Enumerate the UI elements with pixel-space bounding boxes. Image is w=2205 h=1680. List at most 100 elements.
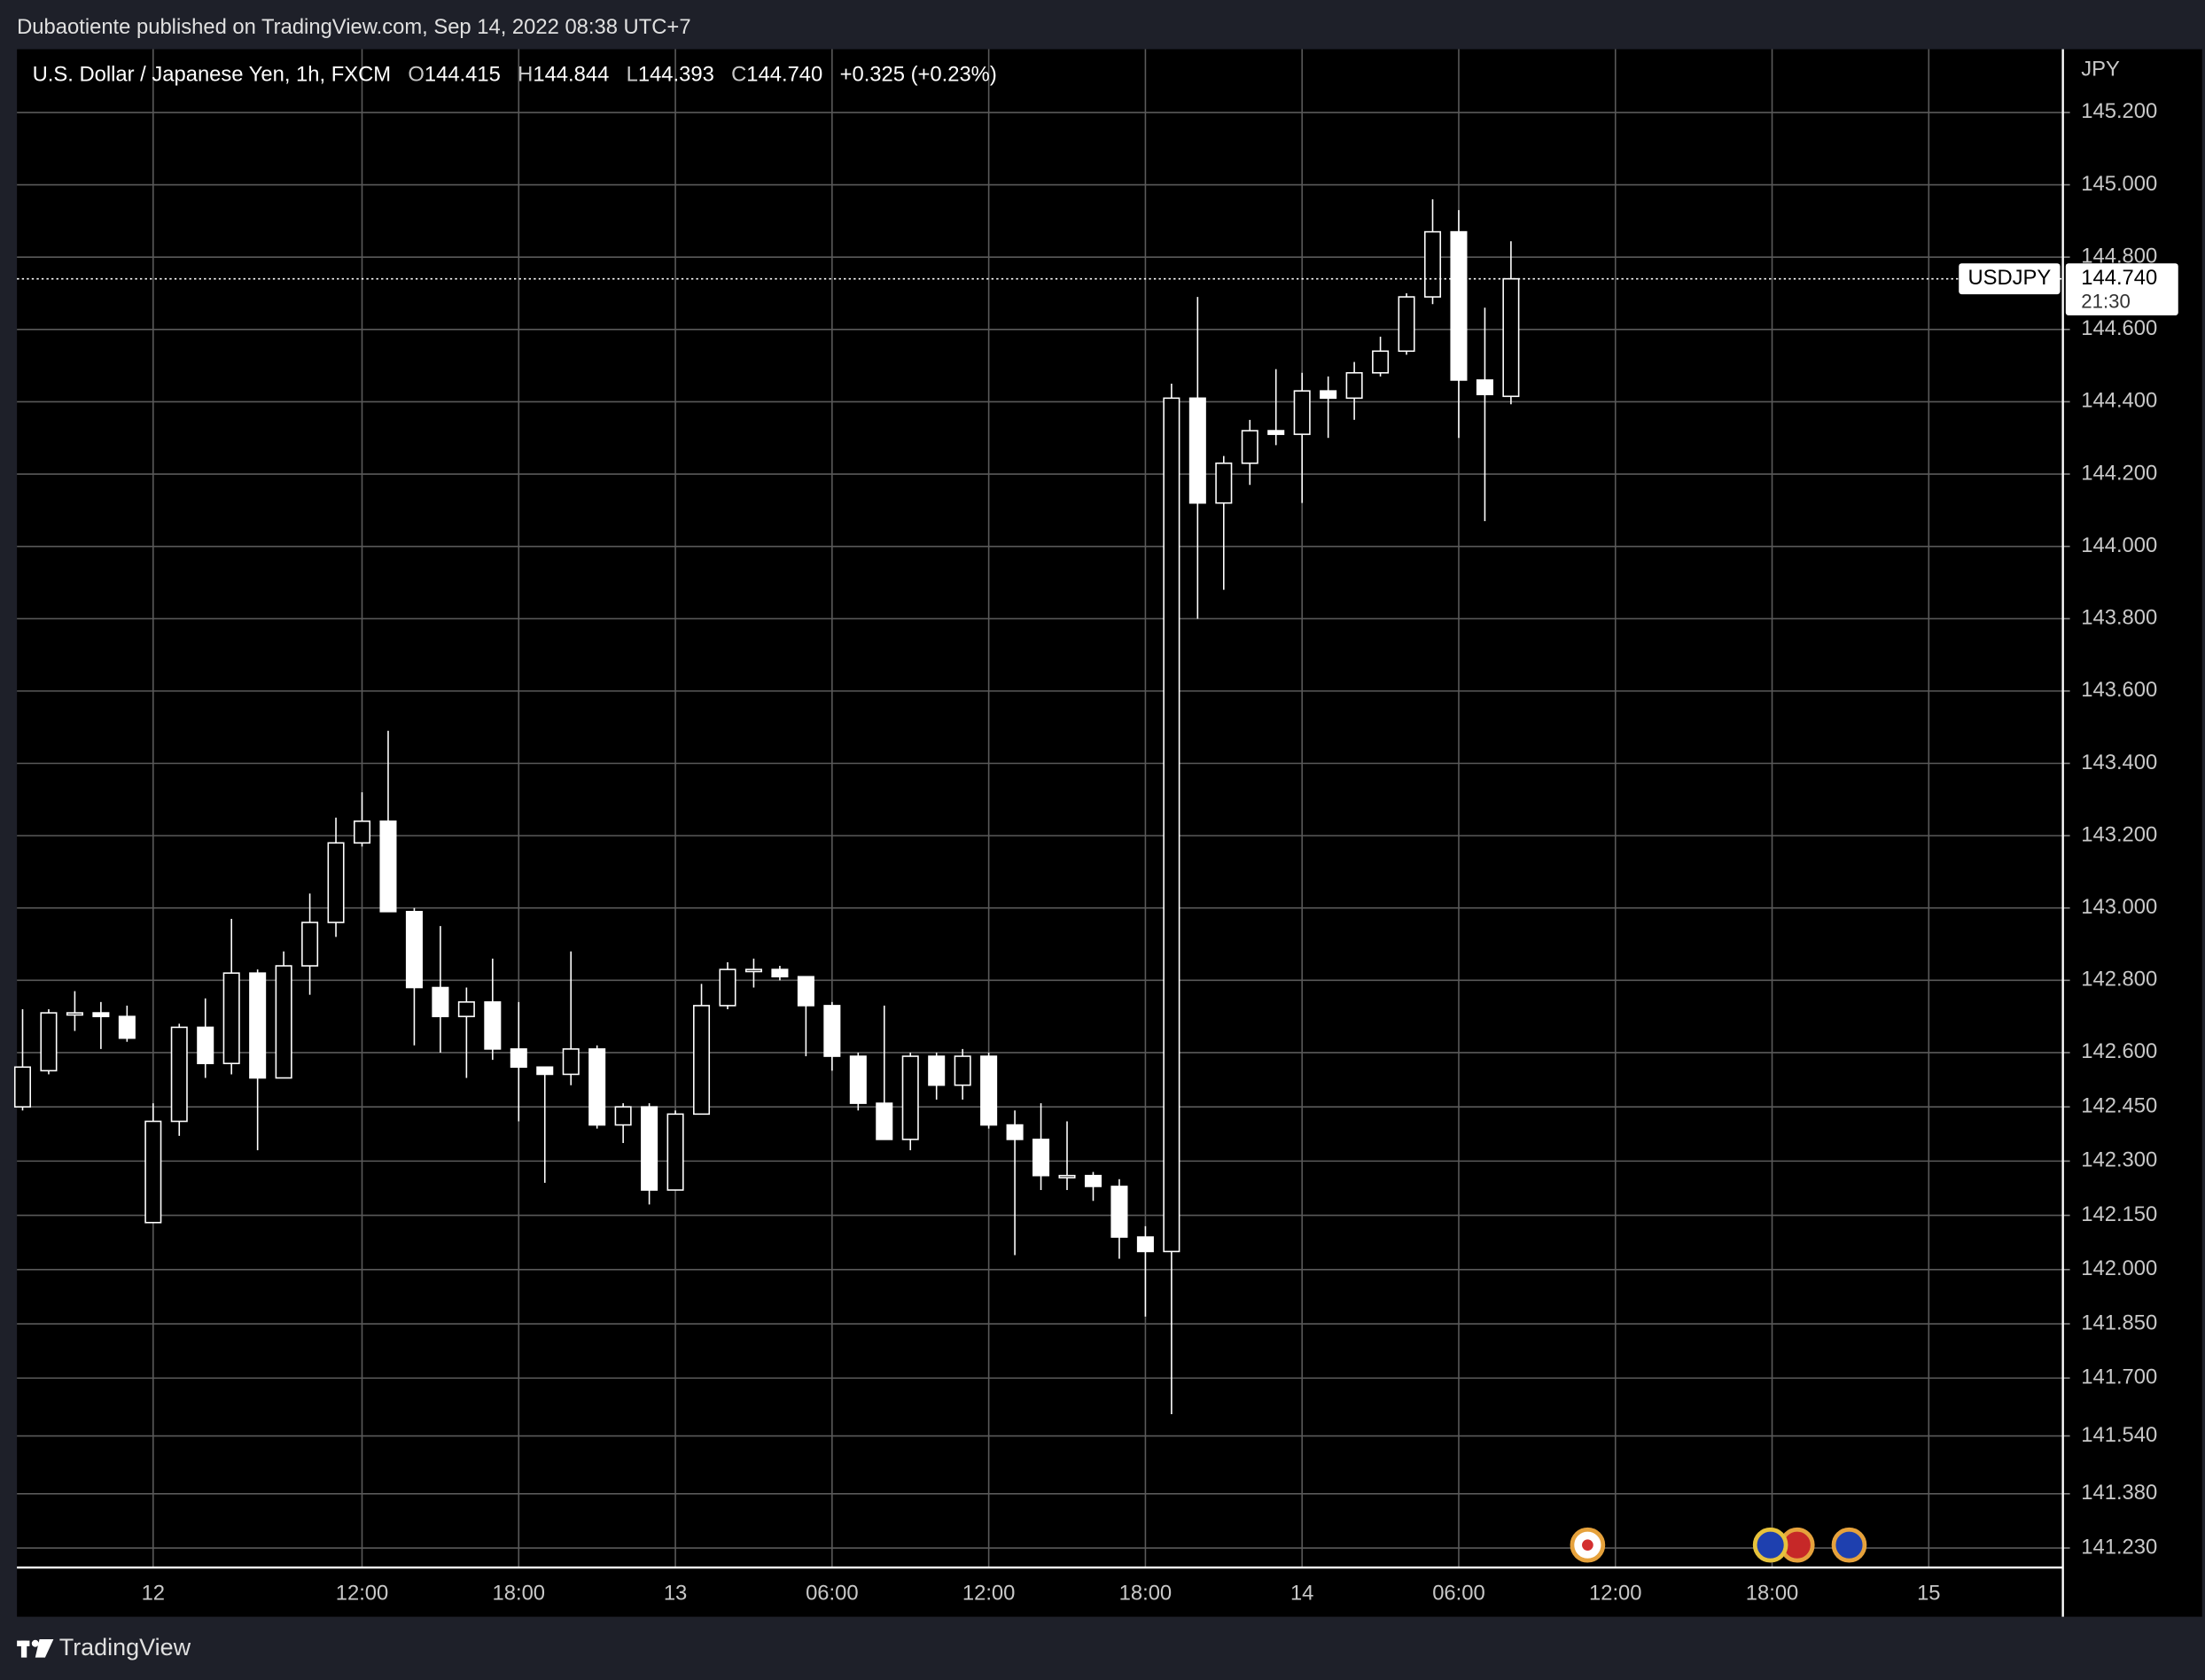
candle-body <box>1372 350 1390 374</box>
candle-body <box>1345 371 1363 400</box>
candle-body <box>536 1066 554 1076</box>
y-tick-label: 144.200 <box>2081 461 2157 485</box>
candle-body <box>275 965 292 1079</box>
y-tick-label: 141.380 <box>2081 1481 2157 1505</box>
candle-body <box>1320 390 1337 400</box>
x-tick-label: 13 <box>664 1581 687 1605</box>
logo-part <box>35 1638 54 1658</box>
candle-body <box>1398 296 1415 353</box>
candle-body <box>693 1005 711 1116</box>
y-tick-label: 144.800 <box>2081 244 2157 268</box>
y-axis-unit: JPY <box>2081 58 2120 82</box>
y-tick-label: 144.000 <box>2081 533 2157 557</box>
event-icons <box>1570 1527 1867 1563</box>
y-tick-label: 143.400 <box>2081 751 2157 774</box>
event-icon[interactable] <box>1831 1527 1867 1563</box>
x-tick-label: 12:00 <box>1589 1581 1642 1605</box>
candle-body <box>614 1106 632 1126</box>
legend-value: 144.740 <box>746 63 822 87</box>
candle-body <box>980 1055 998 1126</box>
y-tick-label: 145.000 <box>2081 172 2157 196</box>
y-tick-label: 142.300 <box>2081 1148 2157 1172</box>
y-tick-label: 142.450 <box>2081 1093 2157 1117</box>
candle-body <box>510 1048 527 1069</box>
x-tick-label: 18:00 <box>1119 1581 1173 1605</box>
price-value: 144.740 <box>2081 266 2157 290</box>
candle-body <box>588 1048 606 1126</box>
candle-body <box>797 976 814 1007</box>
candle-body <box>1084 1174 1102 1187</box>
candle-body <box>1423 230 1442 298</box>
candle-body <box>641 1106 658 1191</box>
candle-body <box>1450 230 1468 381</box>
x-tick-label: 18:00 <box>493 1581 546 1605</box>
x-tick-label: 06:00 <box>1432 1581 1485 1605</box>
candle-body <box>13 1066 32 1108</box>
candle-body <box>170 1026 188 1123</box>
event-icon-dot <box>1582 1539 1593 1552</box>
price-name: USDJPY <box>1967 266 2051 290</box>
y-tick-label: 142.800 <box>2081 968 2157 992</box>
candle-body <box>432 986 449 1017</box>
candle-body <box>1136 1236 1154 1253</box>
candle-body <box>405 911 423 989</box>
candle-body <box>719 968 736 1007</box>
candle-body <box>562 1048 580 1076</box>
legend-key: H <box>518 63 533 87</box>
event-icon[interactable] <box>1752 1527 1788 1563</box>
y-tick-label: 145.200 <box>2081 99 2157 123</box>
candle-body <box>327 842 345 923</box>
candle-body <box>379 820 397 913</box>
candles <box>13 198 1520 1415</box>
price-name-box <box>1959 263 2061 295</box>
candle-body <box>1058 1174 1076 1178</box>
legend-key: O <box>408 63 424 87</box>
legend-key: C <box>731 63 746 87</box>
candle-body <box>353 820 371 844</box>
candle-body <box>823 1005 841 1057</box>
candle-body <box>744 968 762 973</box>
candle-body <box>1188 397 1206 504</box>
x-tick-label: 18:00 <box>1746 1581 1799 1605</box>
y-tick-label: 141.540 <box>2081 1423 2157 1447</box>
y-tick-label: 141.700 <box>2081 1365 2157 1389</box>
y-tick-label: 141.850 <box>2081 1311 2157 1334</box>
legend-value: 144.393 <box>638 63 714 87</box>
candle-body <box>197 1026 214 1064</box>
candle-body <box>1163 397 1180 1253</box>
candle-body <box>1241 430 1258 464</box>
legend-value: 144.415 <box>425 63 501 87</box>
candle-body <box>1110 1186 1128 1238</box>
y-tick-label: 141.230 <box>2081 1535 2157 1559</box>
chart-area <box>17 49 2202 1617</box>
candle-body <box>1293 390 1311 435</box>
candle-body <box>954 1055 971 1086</box>
y-tick-label: 143.200 <box>2081 822 2157 846</box>
candle-body <box>66 1012 83 1016</box>
candle-body <box>457 1001 475 1017</box>
logo-part <box>31 1639 39 1647</box>
candle-body <box>876 1102 893 1140</box>
candle-body <box>1215 462 1233 504</box>
legend-key: L <box>627 63 638 87</box>
candle-body <box>484 1001 502 1050</box>
candle-body <box>849 1055 867 1104</box>
candle-body <box>1006 1124 1024 1140</box>
candle-body <box>666 1113 684 1191</box>
candle-body <box>1502 277 1520 398</box>
x-tick-label: 12:00 <box>336 1581 389 1605</box>
y-tick-label: 143.000 <box>2081 895 2157 919</box>
candle-body <box>40 1012 58 1072</box>
x-tick-label: 06:00 <box>806 1581 859 1605</box>
brand-name: TradingView <box>59 1634 191 1661</box>
candle-body <box>1476 379 1493 396</box>
candle-body <box>901 1055 919 1140</box>
candle-body <box>301 922 319 967</box>
x-tick-label: 15 <box>1917 1581 1940 1605</box>
y-tick-label: 144.400 <box>2081 389 2157 413</box>
symbol-legend: U.S. Dollar / Japanese Yen, 1h, FXCM O14… <box>33 63 997 87</box>
price-countdown: 21:30 <box>2081 290 2131 312</box>
y-tick-label: 144.600 <box>2081 316 2157 340</box>
